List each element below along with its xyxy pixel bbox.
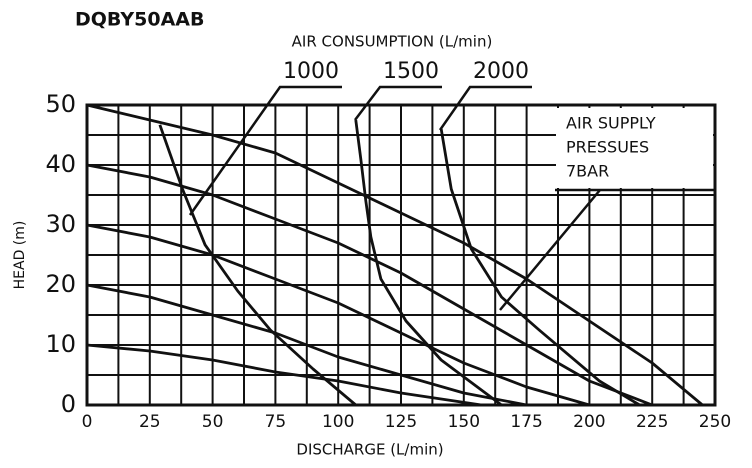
y-tick-label: 50 <box>45 90 76 118</box>
x-tick-label: 100 <box>322 412 354 432</box>
x-tick-label: 25 <box>139 412 161 432</box>
x-tick-label: 200 <box>573 412 605 432</box>
curve <box>158 124 357 407</box>
curve <box>86 223 590 407</box>
x-tick-label: 0 <box>82 412 93 432</box>
leader-line <box>354 85 442 121</box>
curve <box>86 343 482 407</box>
y-tick-label: 40 <box>45 150 76 178</box>
x-tick-label: 125 <box>385 412 417 432</box>
x-tick-label: 75 <box>265 412 287 432</box>
x-tick-label: 250 <box>699 412 731 432</box>
x-tick-label: 175 <box>510 412 542 432</box>
series-label: 2000 <box>473 59 529 84</box>
x-tick-label: 150 <box>448 412 480 432</box>
series-label: 1000 <box>283 59 339 84</box>
leader-line <box>438 85 532 131</box>
x-tick-label: 50 <box>202 412 224 432</box>
annotation: PRESSUES <box>566 138 649 157</box>
plot-frame <box>85 103 717 407</box>
leaders <box>188 85 715 311</box>
x-axis-label: DISCHARGE (L/min) <box>296 441 443 459</box>
y-tick-label: 10 <box>45 330 76 358</box>
x-tick-label: 225 <box>636 412 668 432</box>
ticks: 0 25 50 75 100 125 150 175 200 225 250 0 10 20 30 40 50 <box>45 90 731 432</box>
chart-title: DQBY50AAB <box>75 9 204 31</box>
leader-line <box>499 189 601 311</box>
series-label: 1500 <box>383 59 439 84</box>
chart-subtitle: AIR CONSUMPTION (L/min) <box>292 33 493 51</box>
y-tick-label: 30 <box>45 210 76 238</box>
curves <box>86 103 704 407</box>
series-label: 7BAR <box>566 162 609 181</box>
y-axis-label: HEAD (m) <box>12 221 28 290</box>
annotation: AIR SUPPLY <box>566 114 656 133</box>
y-tick-label: 20 <box>45 270 76 298</box>
y-tick-label: 0 <box>61 390 76 418</box>
curve <box>354 119 503 407</box>
curve <box>86 283 527 407</box>
leader-line <box>188 85 342 216</box>
curve <box>86 103 704 407</box>
curve <box>439 128 641 407</box>
label-box <box>556 108 713 188</box>
